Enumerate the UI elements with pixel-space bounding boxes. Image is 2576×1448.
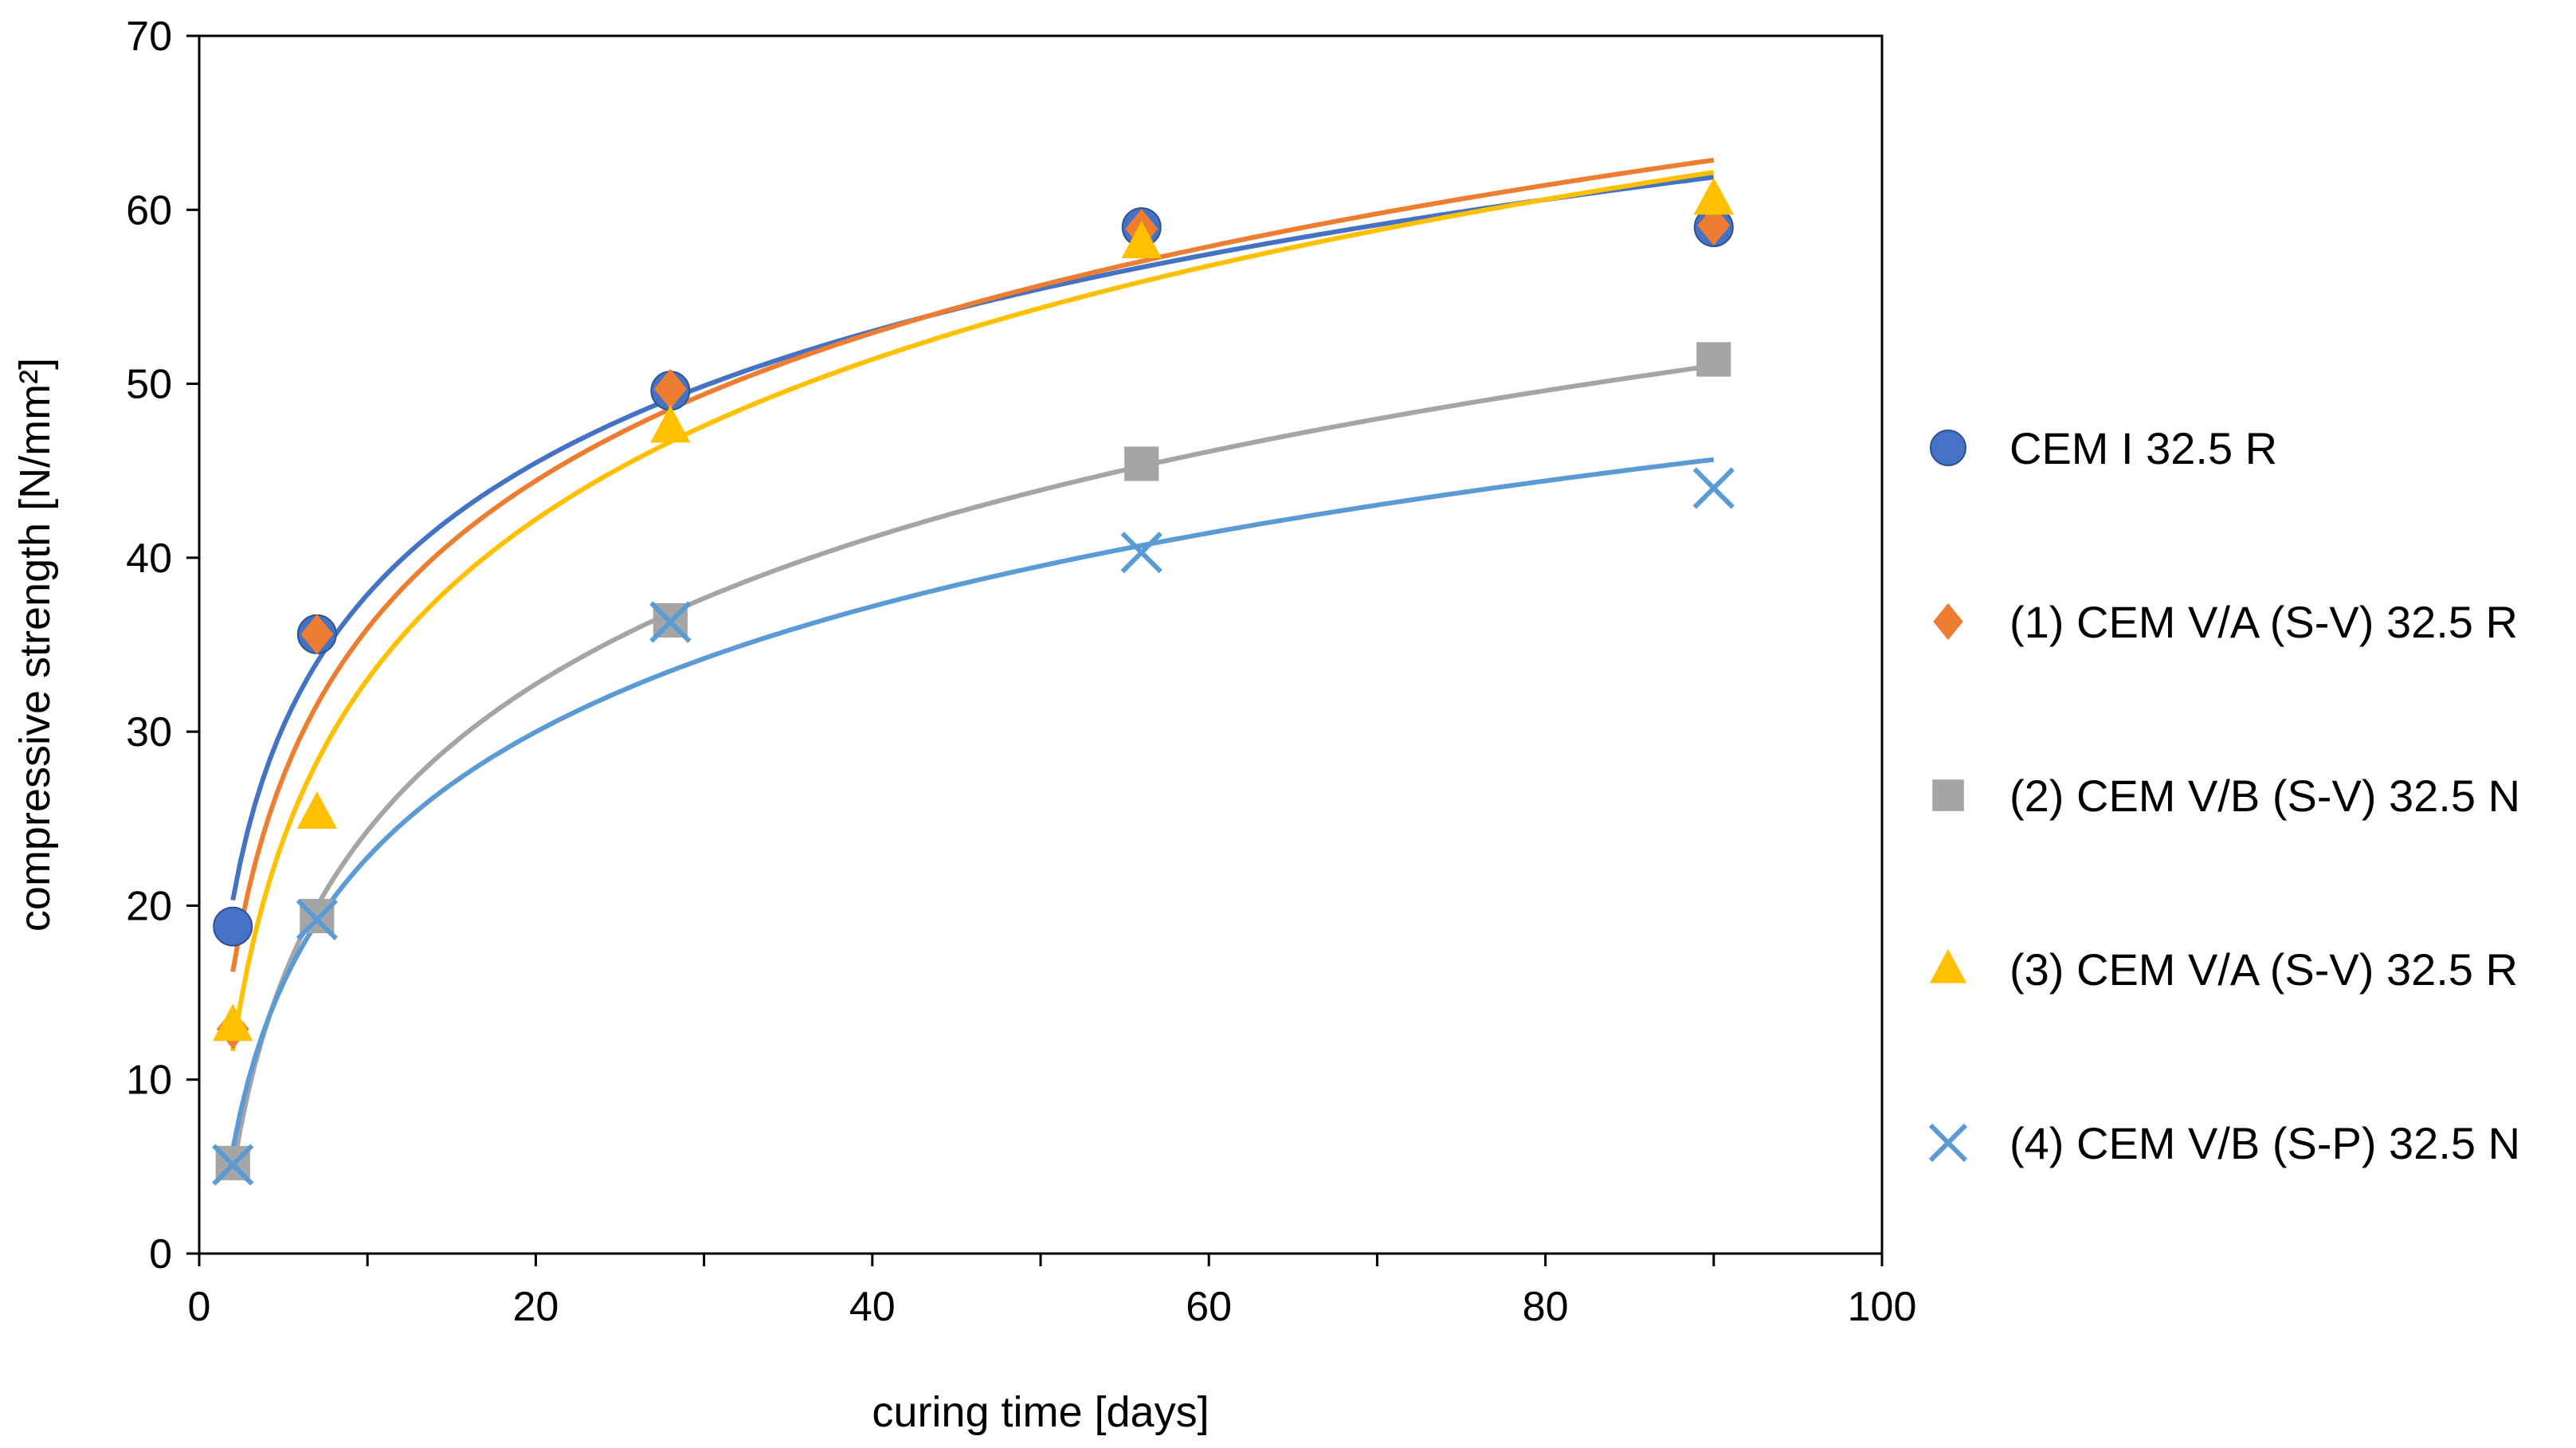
data-point-triangle — [213, 1003, 253, 1042]
y-axis: 0 10 20 30 40 50 60 70 — [126, 14, 199, 1277]
marker-stroke — [212, 1144, 254, 1186]
y-tick-label: 40 — [126, 536, 172, 582]
trendline — [230, 157, 1715, 972]
x-tick-label: 20 — [512, 1284, 559, 1330]
legend-label: CEM I 32.5 R — [2009, 423, 2277, 473]
x-tick-label: 80 — [1523, 1284, 1569, 1330]
legend-item: (1) CEM V/A (S-V) 32.5 R — [1933, 597, 2518, 647]
y-tick-label: 0 — [149, 1231, 172, 1277]
y-tick-label: 50 — [126, 362, 172, 408]
y-axis-title: compressive strength [N/mm²] — [11, 358, 59, 932]
legend-marker-cross — [1928, 1123, 1968, 1163]
trendlines — [230, 157, 1715, 1172]
data-point-square — [1696, 342, 1731, 377]
x-axis: 0 20 40 60 80 100 — [188, 1254, 1917, 1330]
data-point-cross — [1120, 532, 1163, 574]
legend-label: (2) CEM V/B (S-V) 32.5 N — [2009, 771, 2520, 821]
data-point-triangle — [650, 405, 691, 443]
data-point-diamond — [1697, 205, 1731, 246]
legend-item: (2) CEM V/B (S-V) 32.5 N — [1932, 771, 2520, 821]
data-point-circle — [213, 906, 253, 947]
markers — [212, 177, 1735, 1186]
legend-marker-triangle — [1929, 948, 1967, 983]
data-point-triangle — [1121, 221, 1162, 258]
marker-stroke — [296, 898, 338, 941]
legend-item: (3) CEM V/A (S-V) 32.5 R — [1929, 944, 2518, 995]
y-tick-label: 10 — [126, 1058, 172, 1104]
trendline — [230, 363, 1715, 1172]
marker-stroke — [1928, 1123, 1968, 1163]
data-point-square — [300, 898, 335, 934]
y-tick-label: 20 — [126, 883, 172, 929]
data-point-cross — [296, 898, 338, 941]
x-axis-title: curing time [days] — [872, 1388, 1209, 1436]
y-tick-label: 30 — [126, 709, 172, 755]
marker-stroke — [1120, 532, 1163, 574]
legend-marker-diamond — [1933, 602, 1963, 641]
legend-label: (4) CEM V/B (S-P) 32.5 N — [2009, 1118, 2520, 1168]
data-point-triangle — [296, 791, 338, 829]
x-tick-label: 40 — [849, 1284, 896, 1330]
x-tick-label: 100 — [1848, 1284, 1917, 1330]
plot-area — [198, 34, 1884, 1255]
legend-label: (3) CEM V/A (S-V) 32.5 R — [2009, 944, 2518, 995]
trendline — [230, 170, 1715, 1052]
y-tick-label: 60 — [126, 187, 172, 233]
legend-marker-circle — [1930, 430, 1966, 466]
y-tick-label: 70 — [126, 14, 172, 60]
data-point-diamond — [653, 368, 687, 410]
data-point-cross — [212, 1144, 254, 1186]
data-point-cross — [649, 601, 692, 643]
x-tick-label: 60 — [1186, 1284, 1232, 1330]
legend-item: CEM I 32.5 R — [1930, 423, 2277, 473]
data-point-cross — [1692, 467, 1735, 509]
legend-item: (4) CEM V/B (S-P) 32.5 N — [1928, 1118, 2520, 1168]
data-point-square — [1124, 446, 1159, 481]
trendline — [230, 457, 1715, 1150]
legend-marker-square — [1932, 779, 1964, 811]
data-point-triangle — [1693, 177, 1734, 215]
legend: CEM I 32.5 R (1) CEM V/A (S-V) 32.5 R (2) … — [1928, 423, 2520, 1168]
x-tick-label: 0 — [188, 1284, 211, 1330]
data-point-diamond — [300, 614, 334, 655]
marker-stroke — [1692, 467, 1735, 509]
legend-label: (1) CEM V/A (S-V) 32.5 R — [2009, 597, 2518, 647]
marker-stroke — [649, 601, 692, 643]
